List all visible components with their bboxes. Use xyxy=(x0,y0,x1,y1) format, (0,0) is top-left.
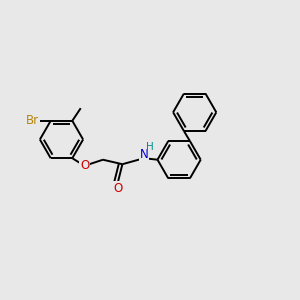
Text: O: O xyxy=(80,159,89,172)
Text: O: O xyxy=(113,182,122,195)
Text: Br: Br xyxy=(26,114,39,127)
Text: H: H xyxy=(146,142,154,152)
Text: N: N xyxy=(140,148,148,161)
